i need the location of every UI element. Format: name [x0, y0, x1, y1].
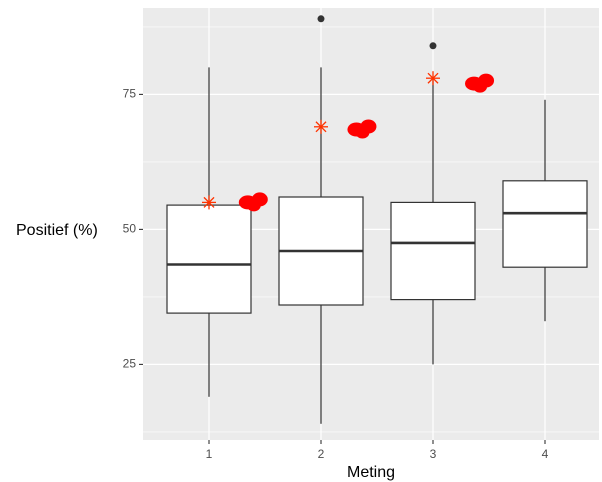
box-3: [390, 42, 476, 365]
star-stroke: [315, 121, 327, 133]
red-blob: [347, 119, 377, 139]
star-stroke: [203, 196, 215, 208]
y-axis-ticks: 25 50 75: [123, 87, 143, 371]
outlier-point: [317, 15, 325, 23]
y-tick-label: 50: [123, 222, 137, 236]
x-tick-label: 2: [318, 447, 325, 461]
star-marker: [202, 195, 216, 210]
y-tick-label: 75: [123, 87, 137, 101]
outlier-point: [429, 42, 437, 50]
x-axis-title: Meting: [347, 464, 395, 481]
annotation-markers: [202, 71, 495, 212]
x-tick-label: 3: [430, 447, 437, 461]
box-2: [278, 15, 364, 424]
boxes: [166, 15, 588, 424]
x-tick-label: 4: [542, 447, 549, 461]
x-axis-ticks: 1 2 3 4: [206, 440, 549, 461]
box-1: [166, 67, 252, 397]
star-marker: [426, 71, 440, 86]
star-marker: [314, 119, 328, 134]
box-iqr: [502, 180, 588, 268]
red-blob: [238, 192, 268, 212]
box-iqr: [166, 204, 252, 314]
x-tick-label: 1: [206, 447, 213, 461]
blob-part: [355, 126, 370, 139]
y-tick-label: 25: [123, 357, 137, 371]
blob-part: [473, 80, 488, 93]
y-axis-title: Positief (%): [16, 222, 98, 239]
red-blob: [465, 73, 495, 93]
blob-part: [246, 199, 261, 212]
star-stroke: [427, 72, 439, 84]
box-4: [502, 99, 588, 322]
box-iqr: [390, 201, 476, 301]
